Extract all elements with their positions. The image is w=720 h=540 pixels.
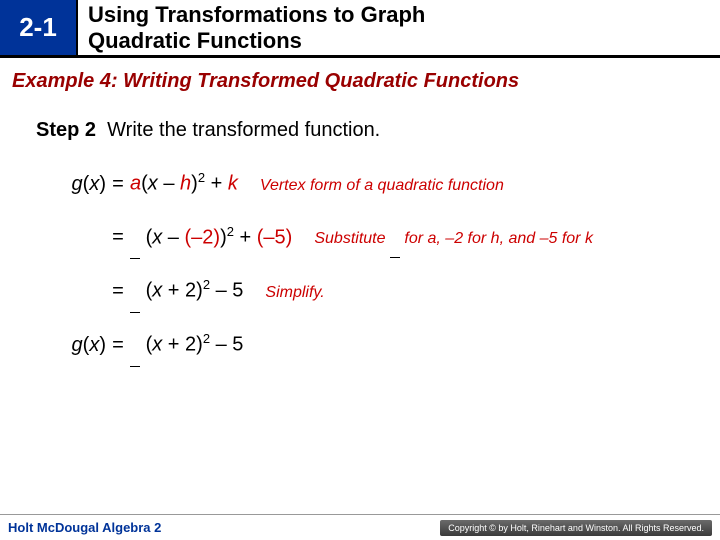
sub-h: (–2): [184, 226, 220, 248]
equals-2: =: [106, 226, 130, 249]
coeff-a: a: [130, 173, 141, 195]
step-label: Step 2: [36, 119, 96, 141]
sub-k: (–5): [257, 226, 293, 248]
section-title: Using Transformations to Graph Quadratic…: [78, 0, 720, 55]
lhs-1: g(x): [44, 173, 106, 196]
step-line: Step 2 Write the transformed function.: [0, 101, 720, 142]
section-title-line2: Quadratic Functions: [88, 28, 302, 53]
example-title: Example 4: Writing Transformed Quadratic…: [0, 58, 720, 101]
fraction-placeholder-icon: [130, 340, 140, 363]
equation-row-4: g(x) = (x + 2)2 – 5: [44, 331, 720, 357]
rhs-2: (x – (–2))2 + (–5): [130, 224, 292, 250]
param-k: k: [228, 173, 238, 195]
equals-3: =: [106, 280, 130, 303]
copyright-badge: Copyright © by Holt, Rinehart and Winsto…: [440, 520, 712, 536]
rhs-3: (x + 2)2 – 5: [130, 277, 243, 303]
rhs-4: (x + 2)2 – 5: [130, 331, 243, 357]
fraction-placeholder-icon: [130, 232, 140, 255]
equation-row-1: g(x) = a(x – h)2 + k Vertex form of a qu…: [44, 170, 720, 196]
footer: Holt McDougal Algebra 2 Copyright © by H…: [0, 514, 720, 540]
header-bar: 2-1 Using Transformations to Graph Quadr…: [0, 0, 720, 58]
note-2: Substitute for a, –2 for h, and –5 for k: [314, 230, 593, 248]
note-3: Simplify.: [265, 284, 324, 302]
param-h: h: [180, 173, 191, 195]
note-1: Vertex form of a quadratic function: [260, 177, 504, 195]
rhs-1: a(x – h)2 + k: [130, 170, 238, 196]
equals-1: =: [106, 173, 130, 196]
lhs-4: g(x): [44, 334, 106, 357]
fraction-placeholder-icon: [390, 236, 400, 254]
note-2-suffix: for a, –2 for h, and –5 for k: [400, 230, 593, 247]
equation-row-2: = (x – (–2))2 + (–5) Substitute for a, –…: [44, 224, 720, 250]
equals-4: =: [106, 334, 130, 357]
math-block: g(x) = a(x – h)2 + k Vertex form of a qu…: [0, 142, 720, 357]
fraction-placeholder-icon: [130, 286, 140, 309]
note-2-prefix: Substitute: [314, 230, 390, 247]
equation-row-3: = (x + 2)2 – 5 Simplify.: [44, 277, 720, 303]
section-number: 2-1: [0, 0, 78, 55]
section-title-line1: Using Transformations to Graph: [88, 2, 425, 27]
footer-left: Holt McDougal Algebra 2: [8, 520, 161, 535]
step-text: Write the transformed function.: [107, 119, 380, 141]
